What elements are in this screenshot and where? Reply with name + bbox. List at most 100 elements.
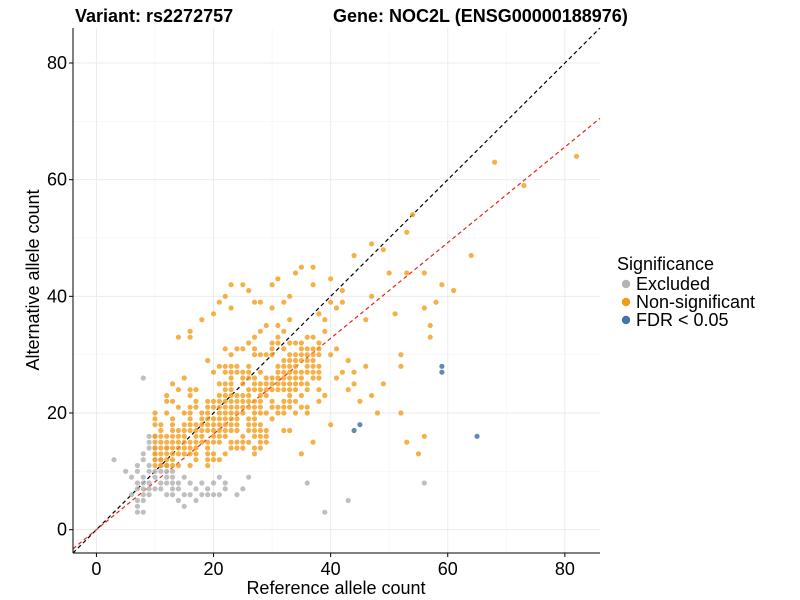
data-point [140, 492, 146, 498]
data-point [158, 433, 164, 439]
data-point [304, 346, 310, 352]
data-point [134, 486, 141, 492]
data-point [281, 328, 287, 334]
data-point [210, 433, 217, 439]
x-tick-label: 20 [204, 559, 224, 579]
data-point [310, 334, 316, 340]
data-point [316, 363, 322, 369]
data-point [158, 457, 164, 463]
data-point [216, 474, 222, 480]
y-tick-label: 0 [57, 520, 67, 540]
data-point [128, 492, 135, 498]
data-point [164, 468, 170, 474]
data-point [216, 492, 222, 498]
data-point [199, 317, 205, 323]
data-point [199, 416, 205, 422]
data-point [199, 410, 205, 416]
data-point [210, 439, 217, 445]
data-point [175, 404, 181, 410]
data-point [158, 468, 164, 474]
data-point [228, 387, 234, 393]
data-point [216, 363, 222, 369]
data-point [187, 404, 193, 410]
data-point [287, 387, 293, 393]
y-axis-title: Alternative allele count [23, 189, 43, 370]
data-point [251, 346, 258, 352]
data-point [134, 462, 141, 469]
data-point [257, 387, 263, 393]
legend-label: Excluded [636, 274, 710, 294]
data-point [374, 410, 381, 416]
x-tick-label: 0 [91, 559, 101, 579]
data-point [316, 369, 322, 375]
data-point [292, 340, 299, 346]
data-point [228, 422, 234, 428]
data-point [234, 422, 240, 428]
data-point [222, 387, 228, 393]
x-tick-label: 60 [438, 559, 458, 579]
data-point [187, 328, 193, 334]
data-point [251, 427, 258, 434]
data-point [210, 369, 217, 375]
data-point [287, 317, 293, 323]
data-point [205, 492, 211, 498]
data-point [228, 381, 234, 387]
data-point [251, 451, 258, 457]
data-point [304, 357, 310, 364]
data-point [216, 410, 222, 416]
data-point [240, 486, 246, 492]
data-points [111, 153, 580, 515]
data-point [164, 445, 170, 451]
data-point [181, 427, 187, 434]
data-point [169, 433, 176, 439]
legend-key [621, 315, 631, 325]
variant-title: Variant: rs2272757 [75, 6, 233, 26]
data-point [287, 381, 293, 387]
data-point [164, 451, 170, 457]
data-point [357, 398, 363, 404]
data-point [169, 468, 176, 474]
data-point [310, 352, 316, 358]
legend: Significance ExcludedNon-significantFDR … [617, 254, 755, 330]
data-point [199, 480, 205, 486]
data-point [257, 427, 263, 434]
data-point [193, 398, 199, 404]
legend-key [621, 297, 631, 307]
data-point [240, 369, 246, 375]
data-point [275, 375, 281, 381]
data-point [263, 427, 269, 434]
data-point [287, 352, 293, 358]
data-point [421, 270, 427, 276]
data-point [169, 457, 176, 463]
data-point [304, 352, 310, 358]
data-point [146, 480, 152, 486]
data-point [205, 410, 211, 416]
data-point [205, 422, 211, 428]
data-point [134, 509, 141, 515]
data-point [310, 439, 316, 445]
data-point [164, 462, 170, 469]
data-point [152, 422, 158, 428]
data-point [228, 410, 234, 416]
data-point [263, 381, 269, 387]
data-point [298, 392, 304, 399]
data-point [193, 497, 199, 504]
data-point [140, 457, 146, 463]
data-point [257, 445, 263, 451]
data-point [275, 322, 281, 329]
data-point [175, 480, 181, 486]
data-point [187, 422, 193, 428]
x-tick-label: 80 [555, 559, 575, 579]
data-point [328, 299, 334, 305]
data-point [234, 416, 240, 422]
data-point [175, 427, 181, 434]
data-point [169, 439, 176, 445]
data-point [269, 416, 275, 422]
data-point [380, 247, 386, 253]
data-point [193, 451, 199, 457]
data-point [304, 381, 310, 387]
data-point [275, 363, 281, 369]
data-point [210, 427, 217, 434]
data-point [234, 439, 240, 445]
data-point [246, 363, 252, 369]
